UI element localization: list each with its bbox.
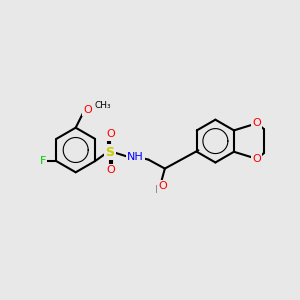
Text: O: O xyxy=(252,118,261,128)
Text: O: O xyxy=(106,165,115,175)
Text: S: S xyxy=(105,146,114,159)
Text: O: O xyxy=(158,182,167,191)
Text: CH₃: CH₃ xyxy=(94,101,111,110)
Text: O: O xyxy=(252,154,261,164)
Text: F: F xyxy=(40,156,46,166)
Text: H: H xyxy=(155,185,163,195)
Text: O: O xyxy=(83,105,92,115)
Text: O: O xyxy=(106,129,115,140)
Text: NH: NH xyxy=(127,152,143,162)
